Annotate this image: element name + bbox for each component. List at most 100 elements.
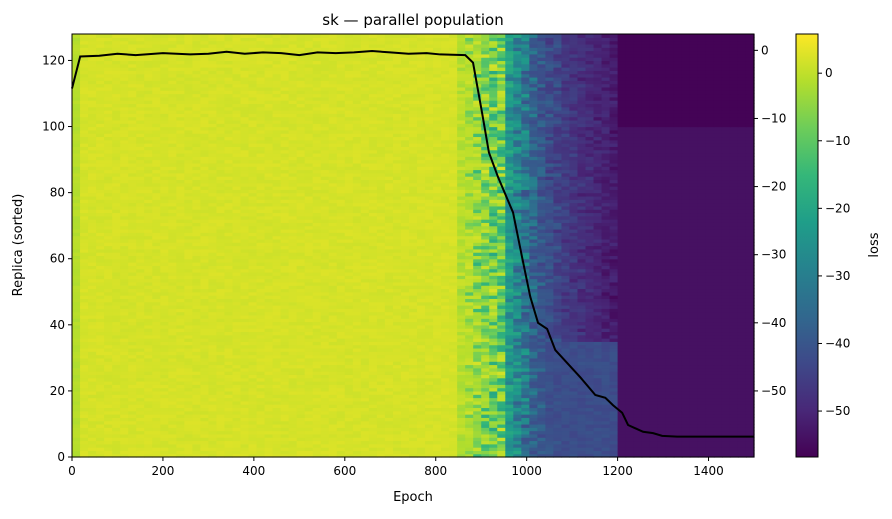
heatmap-cell: [80, 417, 89, 422]
heatmap-cell: [737, 407, 747, 412]
heatmap-cell: [537, 285, 546, 290]
heatmap-cell: [633, 397, 643, 402]
heatmap-cell: [232, 377, 242, 382]
heatmap-cell: [104, 265, 113, 270]
heatmap-cell: [264, 341, 274, 346]
heatmap-cell: [577, 397, 587, 402]
heatmap-cell: [465, 407, 474, 412]
heatmap-cell: [553, 433, 563, 438]
heatmap-cell: [80, 357, 89, 362]
heatmap-cell: [80, 433, 89, 438]
heatmap-cell: [312, 430, 322, 435]
heatmap-cell: [561, 334, 571, 339]
heatmap-cell: [120, 384, 129, 389]
heatmap-cell: [417, 404, 426, 409]
heatmap-cell: [457, 443, 466, 448]
heatmap-cell: [288, 437, 298, 442]
heatmap-cell: [537, 433, 546, 438]
heatmap-cell: [120, 295, 129, 299]
heatmap-cell: [296, 447, 306, 451]
heatmap-cell: [368, 344, 378, 349]
heatmap-cell: [208, 367, 218, 372]
heatmap-cell: [320, 314, 330, 319]
heatmap-cell: [80, 387, 89, 392]
heatmap-cell: [400, 291, 410, 296]
heatmap-cell: [545, 371, 555, 375]
heatmap-cell: [328, 344, 338, 349]
heatmap-cell: [384, 324, 394, 329]
heatmap-cell: [633, 324, 643, 329]
heatmap-cell: [96, 371, 105, 375]
heatmap-cell: [344, 291, 354, 296]
heatmap-cell: [320, 351, 330, 356]
heatmap-cell: [457, 450, 466, 455]
heatmap-cell: [473, 301, 482, 306]
heatmap-cell: [433, 354, 442, 359]
heatmap-cell: [304, 354, 314, 359]
heatmap-cell: [681, 298, 691, 303]
heatmap-cell: [360, 328, 370, 333]
heatmap-cell: [248, 334, 258, 339]
heatmap-cell: [745, 308, 755, 313]
heatmap-cell: [705, 440, 715, 445]
heatmap-cell: [617, 285, 627, 290]
heatmap-cell: [88, 417, 97, 422]
heatmap-cell: [360, 262, 370, 266]
heatmap-cell: [304, 308, 314, 313]
heatmap-cell: [392, 291, 402, 296]
heatmap-cell: [625, 443, 635, 448]
heatmap-cell: [336, 271, 346, 276]
heatmap-cell: [449, 440, 458, 445]
heatmap-cell: [112, 447, 121, 451]
heatmap-cell: [384, 410, 394, 415]
heatmap-cell: [352, 430, 362, 435]
heatmap-cell: [681, 414, 691, 418]
heatmap-cell: [681, 341, 691, 346]
heatmap-cell: [545, 311, 555, 316]
heatmap-cell: [360, 324, 370, 329]
heatmap-cell: [649, 414, 659, 418]
heatmap-cell: [625, 440, 635, 445]
heatmap-cell: [641, 304, 651, 309]
heatmap-cell: [400, 354, 410, 359]
heatmap-cell: [601, 443, 611, 448]
heatmap-cell: [112, 437, 121, 442]
heatmap-cell: [320, 377, 330, 382]
heatmap-cell: [144, 304, 153, 309]
heatmap-cell: [585, 433, 595, 438]
heatmap-cell: [264, 304, 274, 309]
heatmap-cell: [200, 433, 209, 438]
heatmap-cell: [376, 371, 386, 375]
heatmap-cell: [288, 400, 298, 405]
heatmap-cell: [296, 450, 306, 455]
heatmap-cell: [392, 295, 402, 299]
heatmap-cell: [465, 291, 474, 296]
heatmap-cell: [745, 380, 755, 385]
heatmap-cell: [144, 414, 153, 418]
heatmap-cell: [489, 423, 498, 428]
heatmap-cell: [288, 301, 298, 306]
heatmap-cell: [128, 430, 137, 435]
heatmap-cell: [745, 400, 755, 405]
heatmap-cell: [184, 357, 193, 362]
heatmap-cell: [136, 390, 145, 395]
heatmap-cell: [529, 265, 538, 270]
heatmap-cell: [344, 298, 354, 303]
heatmap-cell: [112, 354, 121, 359]
heatmap-cell: [529, 420, 538, 425]
heatmap-cell: [160, 407, 169, 412]
heatmap-cell: [705, 453, 715, 458]
heatmap-cell: [184, 268, 193, 273]
heatmap-cell: [248, 331, 258, 336]
heatmap-cell: [232, 433, 242, 438]
heatmap-cell: [80, 443, 89, 448]
heatmap-cell: [617, 308, 627, 313]
heatmap-cell: [360, 407, 370, 412]
heatmap-cell: [312, 291, 322, 296]
heatmap-cell: [449, 298, 458, 303]
heatmap-cell: [344, 328, 354, 333]
heatmap-cell: [537, 275, 546, 280]
heatmap-cell: [729, 311, 739, 316]
heatmap-cell: [408, 291, 418, 296]
heatmap-cell: [304, 304, 314, 309]
